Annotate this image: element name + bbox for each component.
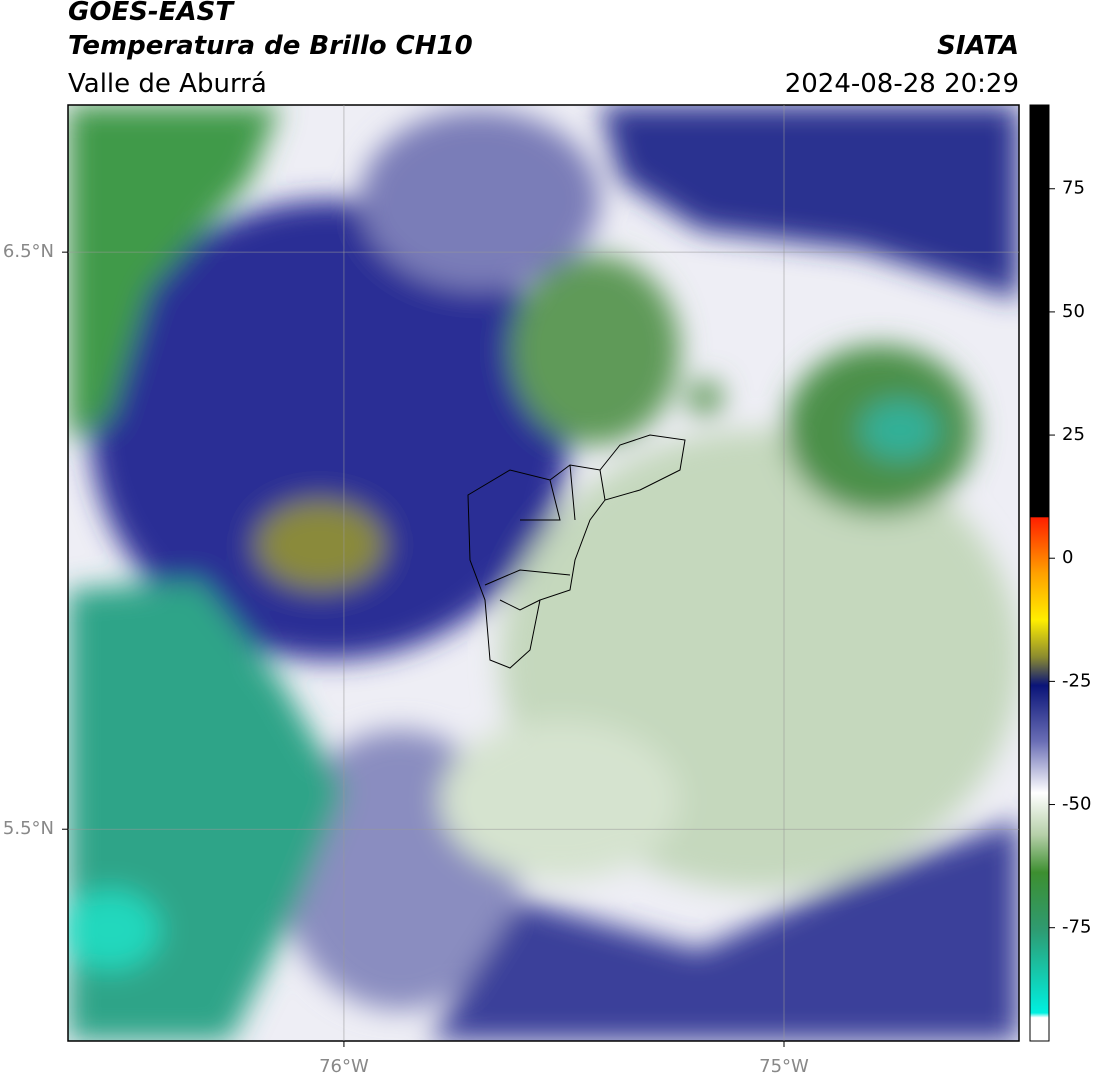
- map-frame: [67, 104, 1020, 1042]
- colorbar-label: 75: [1062, 178, 1085, 199]
- colorbar-label: 0: [1062, 547, 1073, 568]
- colorbar: [1029, 104, 1050, 1042]
- satellite-image: [68, 105, 1019, 1041]
- municipality-boundaries: [467, 434, 686, 669]
- colorbar-label: 50: [1062, 301, 1085, 322]
- colorbar-label: -25: [1062, 670, 1091, 691]
- x-tick-label: 75°W: [759, 1056, 809, 1077]
- source: SIATA: [937, 31, 1019, 61]
- title: GOES-EAST: [68, 0, 235, 27]
- y-tick-label: 5.5°N: [3, 818, 54, 839]
- colorbar-label: -50: [1062, 794, 1091, 815]
- subtitle: Temperatura de Brillo CH10: [68, 31, 473, 61]
- colorbar-label: 25: [1062, 424, 1085, 445]
- datetime: 2024-08-28 20:29: [785, 69, 1019, 99]
- colorbar-label: -75: [1062, 917, 1091, 938]
- x-tick-label: 76°W: [319, 1056, 369, 1077]
- region: Valle de Aburrá: [68, 69, 267, 99]
- y-tick-label: 6.5°N: [3, 241, 54, 262]
